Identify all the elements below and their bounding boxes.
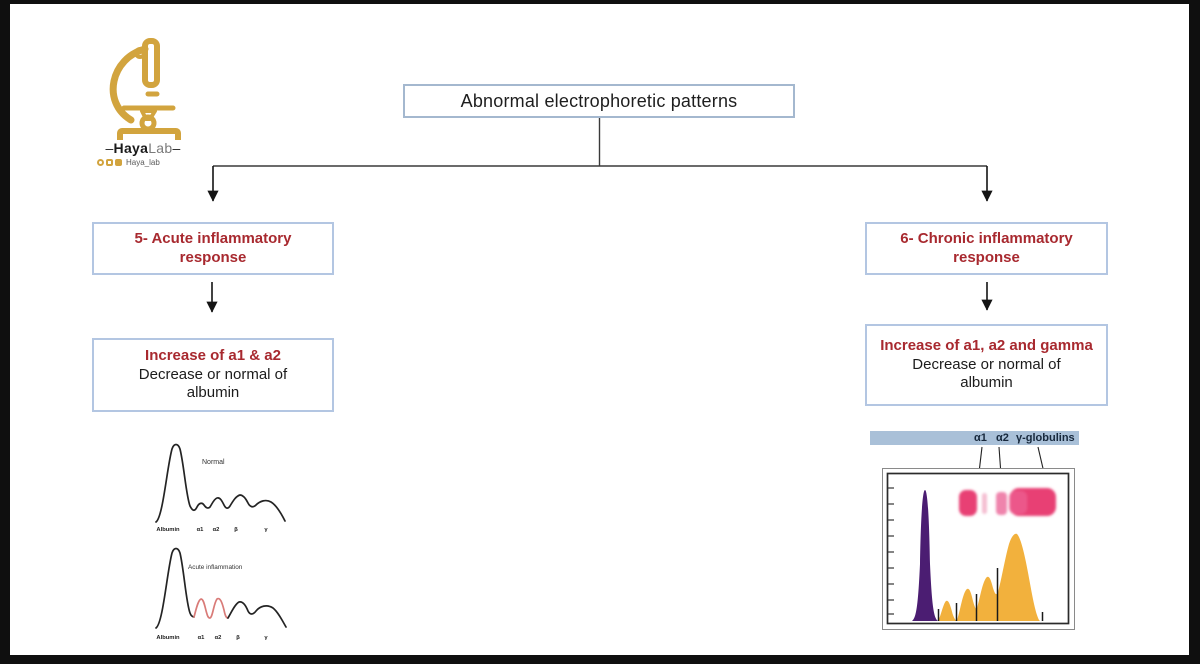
square-social-icon [106, 159, 113, 166]
left-finding-box: Increase of a1 & a2 Decrease or normal o… [92, 338, 334, 412]
gel-band-beta [1009, 491, 1027, 514]
x-label-gamma: γ [264, 635, 268, 641]
densitometer-panel [882, 468, 1075, 630]
social-row: Haya_lab [97, 158, 160, 167]
normal-chart-label: Normal [202, 459, 225, 466]
left-header-text: 5- Acute inflammatory response [134, 229, 292, 266]
x-label-a1: α1 [197, 527, 205, 533]
globulin-peaks [938, 533, 1040, 621]
left-finding-highlight: Increase of a1 & a2 [145, 346, 281, 364]
right-header-text: 6- Chronic inflammatory response [900, 229, 1073, 266]
x-label-a2: α2 [213, 527, 220, 533]
badge-social-icon [115, 159, 122, 166]
circle-social-icon [97, 159, 104, 166]
left-finding-normal: Decrease or normal of albumin [138, 365, 288, 402]
acute-curve-albumin [155, 547, 195, 629]
gel-band-a2 [996, 492, 1007, 515]
y-axis-ticks [888, 487, 894, 615]
acute-curve-alpha-highlight [193, 597, 229, 619]
x-label-a2: α2 [215, 635, 222, 641]
brand-dash-right: – [172, 140, 181, 156]
gel-label-a1: α1 [974, 432, 987, 444]
page-title: Abnormal electrophoretic patterns [460, 90, 738, 111]
x-label-albumin: Albumin [156, 527, 180, 533]
gel-bands [959, 488, 1056, 516]
right-finding-normal: Decrease or normal of albumin [912, 355, 1061, 392]
normal-trace-chart: Normal Albumin α1 α2 β γ [150, 437, 290, 535]
left-header-box: 5- Acute inflammatory response [92, 222, 334, 275]
acute-trace-chart: Acute inflammation Albumin α1 α2 β γ [150, 540, 290, 644]
gel-label-gamma-globulins: γ-globulins [1016, 432, 1075, 444]
title-box: Abnormal electrophoretic patterns [403, 84, 795, 118]
x-label-beta: β [236, 635, 240, 641]
brand-dash-left: – [105, 140, 114, 156]
acute-curve-beta-gamma [227, 601, 287, 628]
gel-label-a2: α2 [996, 432, 1009, 444]
x-label-beta: β [234, 527, 238, 533]
microscope-icon [109, 38, 181, 140]
gel-label-bar: α1 α2 γ-globulins [870, 431, 1079, 445]
x-label-gamma: γ [264, 527, 268, 533]
x-label-albumin: Albumin [156, 635, 180, 641]
hayalab-logo [93, 36, 193, 140]
acute-chart-label: Acute inflammation [188, 564, 243, 571]
right-finding-highlight: Increase of a1, a2 and gamma [880, 336, 1093, 354]
right-finding-box: Increase of a1, a2 and gamma Decrease or… [865, 324, 1108, 406]
normal-curve [155, 443, 286, 523]
brand-name: –HayaLab– [80, 140, 206, 156]
brand-bold: Haya [113, 140, 149, 156]
gel-band-albumin [959, 490, 977, 516]
right-header-box: 6- Chronic inflammatory response [865, 222, 1108, 275]
albumin-peak [912, 490, 938, 621]
gel-band-a1 [982, 493, 987, 514]
brand-light: Lab [148, 140, 173, 156]
zone-dividers [937, 568, 1044, 621]
social-handle: Haya_lab [126, 158, 160, 167]
x-label-a1: α1 [198, 635, 206, 641]
